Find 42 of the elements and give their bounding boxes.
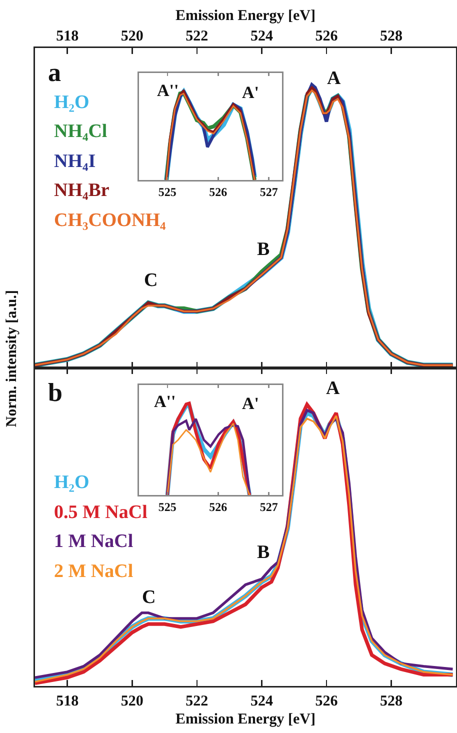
x-tick-label: 520 xyxy=(120,28,144,44)
x-tick-label: 526 xyxy=(209,184,228,199)
x-tick-label: 518 xyxy=(56,694,79,710)
annotation: B xyxy=(257,542,270,563)
text: NH₄Br xyxy=(54,180,110,201)
x-tick-label: 527 xyxy=(260,184,278,199)
text: H₂O xyxy=(54,472,90,493)
x-tick-label: 525 xyxy=(158,500,176,514)
x-tick-label: 524 xyxy=(250,694,274,710)
x-tick-label: 522 xyxy=(186,28,208,44)
annotation: b xyxy=(48,378,62,407)
annotation: A' xyxy=(242,394,259,413)
x-tick-label: 528 xyxy=(380,28,402,44)
x-axis-title: Emission Energy [eV] xyxy=(176,8,316,24)
x-tick-label: 522 xyxy=(186,694,208,710)
annotation: C xyxy=(142,587,156,608)
x-axis-title: Emission Energy [eV] xyxy=(176,711,316,728)
x-tick-label: 518 xyxy=(56,28,79,44)
text: NH₄I xyxy=(54,151,96,172)
annotation: C xyxy=(144,270,158,291)
text: CH₃COONH₄ xyxy=(54,210,166,231)
y-axis-title: Norm. intensity [a.u.] xyxy=(4,290,21,428)
annotation: A'' xyxy=(154,392,176,411)
text: 1 M NaCl xyxy=(54,531,134,552)
text: H₂O xyxy=(54,92,90,113)
text: NH₄Cl xyxy=(54,121,108,142)
text: A xyxy=(326,378,340,399)
x-tick-label: 526 xyxy=(315,28,338,44)
x-tick-label: 527 xyxy=(260,500,278,514)
x-tick-label: 520 xyxy=(120,694,144,710)
annotation: A xyxy=(327,68,341,89)
x-tick-label: 528 xyxy=(380,694,402,710)
text: 0.5 M NaCl xyxy=(54,502,148,523)
text: 2 M NaCl xyxy=(54,561,134,582)
x-tick-label: 526 xyxy=(209,500,228,514)
x-tick-label: 524 xyxy=(250,28,274,44)
annotation: A' xyxy=(242,83,259,102)
annotation: a xyxy=(48,58,61,87)
x-tick-label: 525 xyxy=(158,184,176,199)
x-tick-label: 526 xyxy=(315,694,338,710)
annotation: B xyxy=(257,239,270,260)
annotation: A'' xyxy=(157,81,179,100)
